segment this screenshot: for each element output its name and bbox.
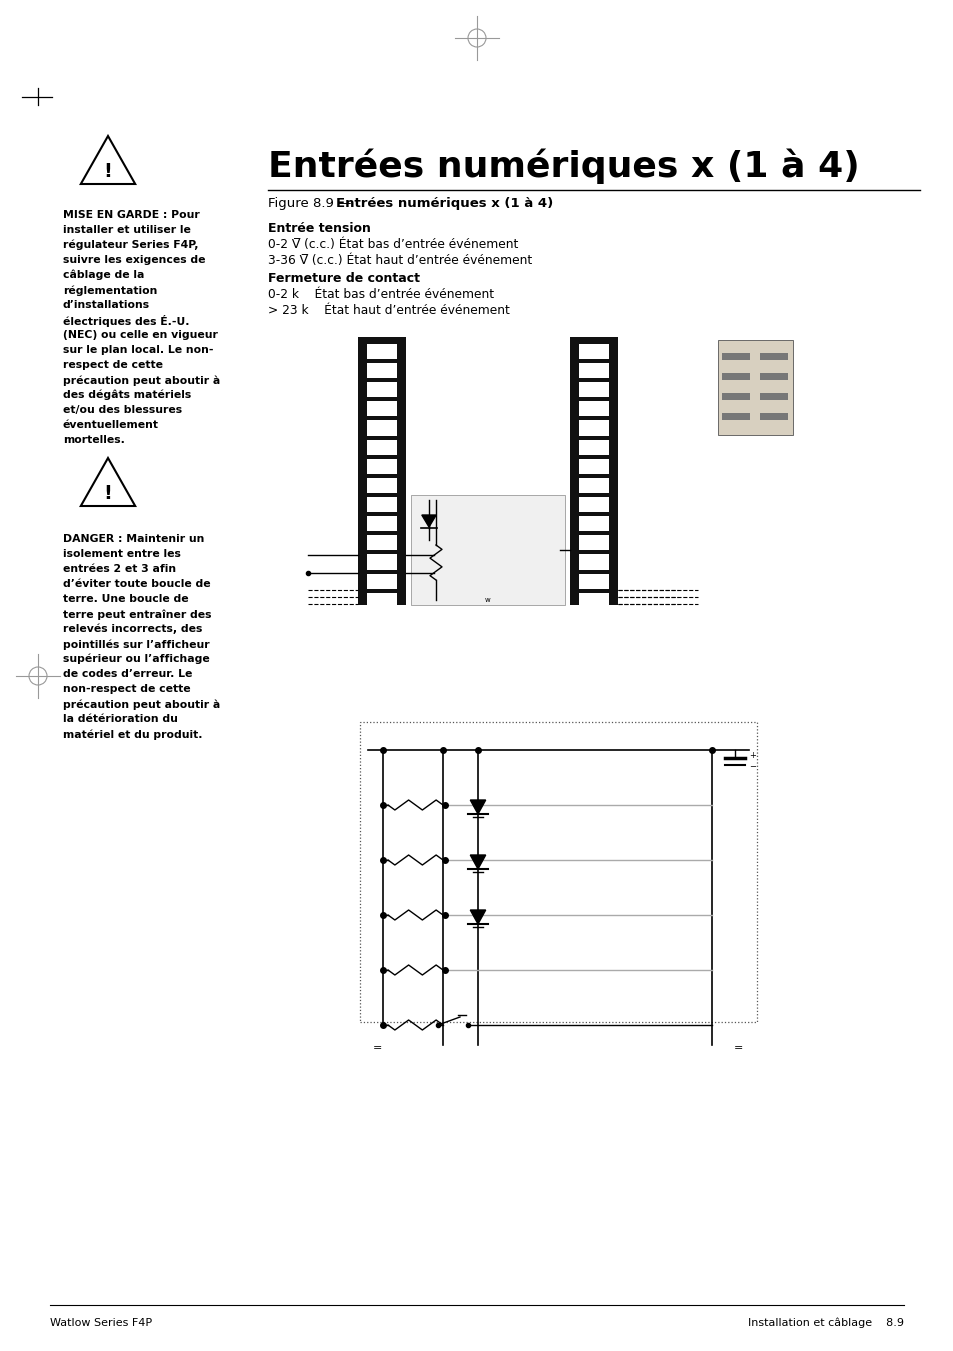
Bar — [578, 382, 608, 397]
Bar — [367, 382, 396, 397]
Bar — [367, 363, 396, 378]
Text: suivre les exigences de: suivre les exigences de — [63, 255, 205, 265]
Text: et/ou des blessures: et/ou des blessures — [63, 405, 182, 415]
Bar — [578, 439, 608, 455]
Bar — [367, 497, 396, 512]
Text: Fermeture de contact: Fermeture de contact — [268, 272, 419, 285]
Text: Entrée tension: Entrée tension — [268, 222, 371, 235]
Bar — [578, 478, 608, 493]
Text: !: ! — [104, 484, 112, 503]
Bar — [718, 340, 792, 435]
Bar — [578, 363, 608, 378]
Text: câblage de la: câblage de la — [63, 270, 144, 281]
Bar — [367, 535, 396, 550]
Text: précaution peut aboutir à: précaution peut aboutir à — [63, 376, 220, 385]
Text: MISE EN GARDE : Pour: MISE EN GARDE : Pour — [63, 209, 199, 220]
Bar — [760, 353, 787, 359]
Text: terre peut entraîner des: terre peut entraîner des — [63, 609, 212, 620]
Text: éventuellement: éventuellement — [63, 420, 159, 430]
Text: isolement entre les: isolement entre les — [63, 549, 181, 559]
Polygon shape — [470, 855, 485, 869]
Text: supérieur ou l’affichage: supérieur ou l’affichage — [63, 654, 210, 665]
Bar — [760, 373, 787, 380]
Polygon shape — [470, 800, 485, 815]
Bar — [760, 413, 787, 420]
Bar — [578, 574, 608, 589]
Bar — [578, 593, 608, 608]
Polygon shape — [470, 911, 485, 924]
Text: DANGER : Maintenir un: DANGER : Maintenir un — [63, 534, 204, 544]
Text: mortelles.: mortelles. — [63, 435, 125, 444]
Bar — [578, 458, 608, 474]
Text: sur le plan local. Le non-: sur le plan local. Le non- — [63, 345, 213, 355]
Text: régulateur Series F4P,: régulateur Series F4P, — [63, 240, 198, 250]
Bar — [721, 393, 749, 400]
Bar — [367, 478, 396, 493]
Text: installer et utiliser le: installer et utiliser le — [63, 226, 191, 235]
Bar — [578, 420, 608, 435]
Text: d’installations: d’installations — [63, 300, 150, 309]
Bar — [357, 336, 406, 605]
Text: entrées 2 et 3 afin: entrées 2 et 3 afin — [63, 563, 176, 574]
Text: non-respect de cette: non-respect de cette — [63, 684, 191, 694]
Text: 0-2 k    État bas d’entrée événement: 0-2 k État bas d’entrée événement — [268, 288, 494, 301]
Text: > 23 k    État haut d’entrée événement: > 23 k État haut d’entrée événement — [268, 304, 509, 317]
Text: Entrées numériques x (1 à 4): Entrées numériques x (1 à 4) — [268, 149, 859, 184]
Bar — [760, 393, 787, 400]
Polygon shape — [421, 515, 436, 527]
Bar — [367, 593, 396, 608]
Bar — [411, 494, 564, 605]
Text: précaution peut aboutir à: précaution peut aboutir à — [63, 698, 220, 709]
Text: des dégâts matériels: des dégâts matériels — [63, 390, 191, 400]
Text: +: + — [748, 751, 755, 761]
Text: Installation et câblage    8.9: Installation et câblage 8.9 — [747, 1319, 903, 1328]
Bar — [721, 413, 749, 420]
Text: de codes d’erreur. Le: de codes d’erreur. Le — [63, 669, 193, 680]
Bar — [367, 458, 396, 474]
Bar — [721, 373, 749, 380]
Text: relevés incorrects, des: relevés incorrects, des — [63, 624, 202, 635]
Bar — [367, 574, 396, 589]
Text: électriques des É.-U.: électriques des É.-U. — [63, 315, 190, 327]
Text: Figure 8.9 —: Figure 8.9 — — [268, 197, 355, 209]
Bar — [578, 497, 608, 512]
Bar — [367, 420, 396, 435]
Text: pointillés sur l’afficheur: pointillés sur l’afficheur — [63, 639, 210, 650]
Bar — [578, 554, 608, 570]
Bar — [569, 336, 618, 605]
Text: w: w — [485, 597, 491, 603]
Bar — [359, 721, 757, 1021]
Text: d’éviter toute boucle de: d’éviter toute boucle de — [63, 580, 211, 589]
Text: Entrées numériques x (1 à 4): Entrées numériques x (1 à 4) — [335, 197, 553, 209]
Bar — [367, 439, 396, 455]
Bar — [578, 401, 608, 416]
Bar — [367, 401, 396, 416]
Bar — [721, 353, 749, 359]
Bar — [578, 516, 608, 531]
Text: =: = — [734, 1043, 743, 1052]
Bar — [367, 516, 396, 531]
Text: =: = — [373, 1043, 382, 1052]
Text: respect de cette: respect de cette — [63, 359, 163, 370]
Text: 0-2 V̅ (c.c.) État bas d’entrée événement: 0-2 V̅ (c.c.) État bas d’entrée événemen… — [268, 238, 517, 251]
Text: 3-36 V̅ (c.c.) État haut d’entrée événement: 3-36 V̅ (c.c.) État haut d’entrée événem… — [268, 254, 532, 267]
Text: (NEC) ou celle en vigueur: (NEC) ou celle en vigueur — [63, 330, 217, 340]
Text: la détérioration du: la détérioration du — [63, 713, 177, 724]
Text: Watlow Series F4P: Watlow Series F4P — [50, 1319, 152, 1328]
Text: matériel et du produit.: matériel et du produit. — [63, 730, 202, 739]
Bar — [578, 535, 608, 550]
Bar — [367, 343, 396, 359]
Text: réglementation: réglementation — [63, 285, 157, 296]
Text: terre. Une boucle de: terre. Une boucle de — [63, 594, 189, 604]
Text: −: − — [748, 762, 755, 771]
Bar — [367, 554, 396, 570]
Bar — [578, 343, 608, 359]
Text: !: ! — [104, 162, 112, 181]
